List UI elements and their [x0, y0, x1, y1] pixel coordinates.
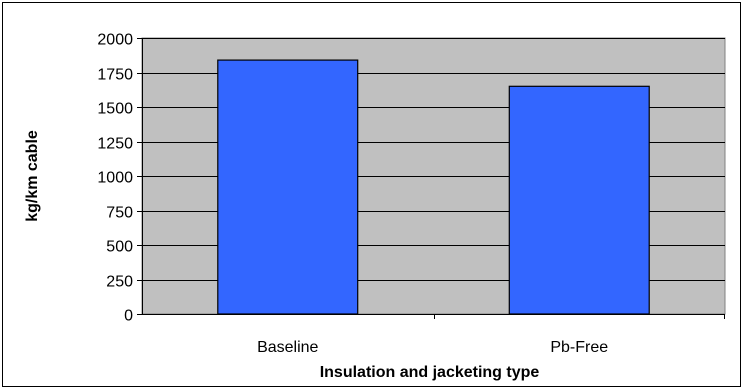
x-tick-label: Baseline	[257, 339, 318, 356]
y-tick-label: 0	[124, 308, 133, 325]
y-tick-label: 500	[106, 239, 133, 256]
axes	[137, 38, 725, 319]
y-tick-label: 1250	[97, 136, 133, 153]
y-tick-labels: 0 250 500 750 1000 1250 1500 1750 2000	[97, 32, 133, 325]
bar-pb-free	[508, 85, 650, 315]
x-tick-label: Pb-Free	[550, 339, 608, 356]
x-tick-labels: Baseline Pb-Free	[257, 339, 608, 356]
y-tick-label: 250	[106, 274, 133, 291]
y-tick-label: 750	[106, 205, 133, 222]
y-tick-label: 1500	[97, 101, 133, 118]
x-axis-title: Insulation and jacketing type	[320, 364, 540, 381]
bar-baseline	[217, 59, 359, 315]
y-tick-label: 2000	[97, 32, 133, 49]
y-tick-label: 1000	[97, 170, 133, 187]
bars	[217, 59, 650, 315]
y-tick-label: 1750	[97, 67, 133, 84]
y-axis-title: kg/km cable	[24, 130, 41, 222]
